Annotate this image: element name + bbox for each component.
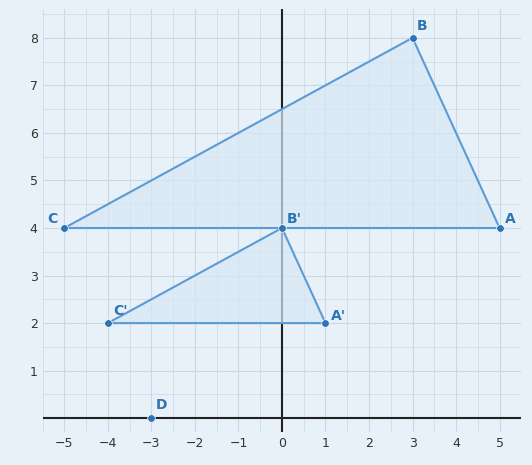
Text: A': A' [331,309,346,323]
Text: A: A [505,212,516,226]
Polygon shape [64,38,500,228]
Text: D: D [156,399,167,412]
Text: C: C [47,212,58,226]
Polygon shape [108,228,326,323]
Text: B': B' [287,212,302,226]
Text: B: B [417,19,428,33]
Text: C': C' [113,304,128,319]
